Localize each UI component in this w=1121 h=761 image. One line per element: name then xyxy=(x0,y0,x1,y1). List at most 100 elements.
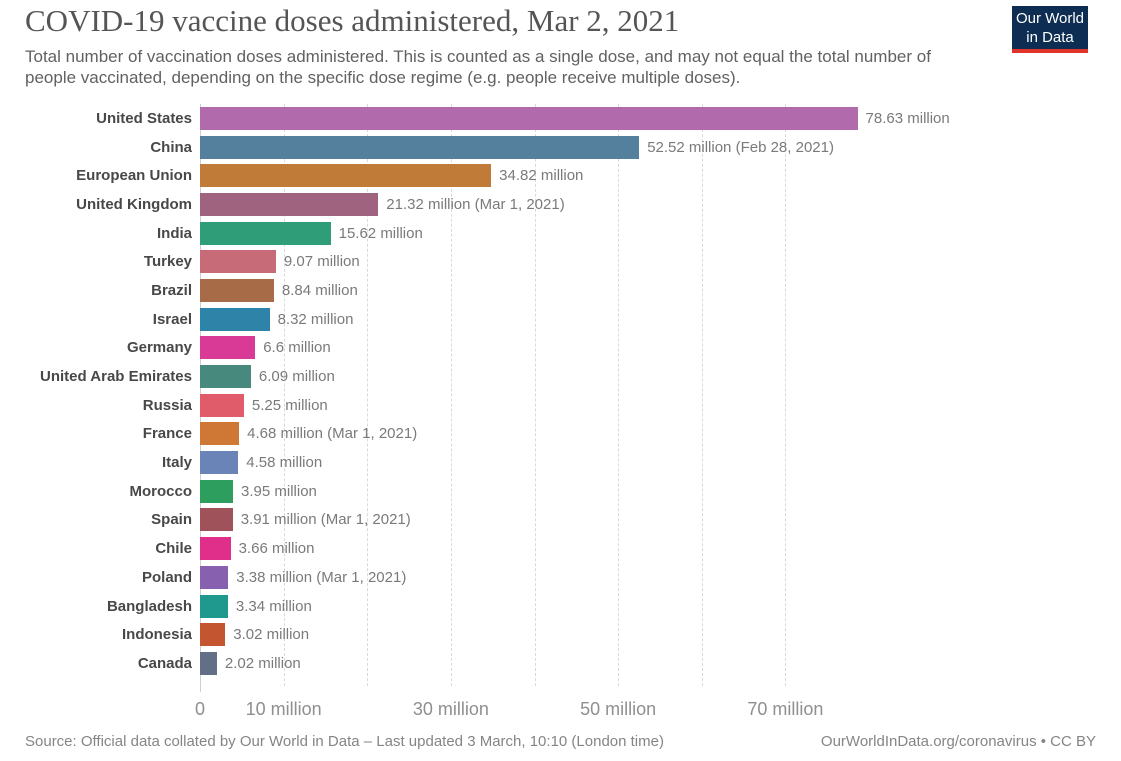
bar[interactable] xyxy=(200,250,276,274)
country-label: Canada xyxy=(137,654,192,672)
bar-track: 3.38 million (Mar 1, 2021) xyxy=(200,565,1121,589)
country-label: Russia xyxy=(142,396,192,414)
owid-logo[interactable]: Our World in Data xyxy=(1012,6,1088,53)
chart-rows: United States 78.63 million China 52.52 mil… xyxy=(0,104,1121,678)
value-label: 4.68 million (Mar 1, 2021) xyxy=(247,425,418,443)
value-label: 21.32 million (Mar 1, 2021) xyxy=(386,195,565,213)
chart-footer: Source: Official data collated by Our Wo… xyxy=(25,733,1096,750)
bar[interactable] xyxy=(200,594,228,618)
x-tick-label: 0 xyxy=(194,699,206,719)
bar-track: 6.6 million xyxy=(200,336,1121,360)
value-label: 3.34 million xyxy=(235,597,312,615)
bar[interactable] xyxy=(200,164,492,188)
bar-track: 9.07 million xyxy=(200,250,1121,274)
country-label: Poland xyxy=(141,568,192,586)
value-label: 3.95 million xyxy=(241,482,317,500)
x-tick-label: 30 million xyxy=(412,699,489,719)
chart-row: European Union 34.82 million xyxy=(0,161,1121,190)
source-note: Source: Official data collated by Our Wo… xyxy=(25,733,664,750)
bar-track: 78.63 million xyxy=(200,106,1121,130)
bar[interactable] xyxy=(200,623,226,647)
value-label: 3.02 million xyxy=(233,626,310,644)
bar[interactable] xyxy=(200,537,231,561)
chart-row: Turkey 9.07 million xyxy=(0,247,1121,276)
value-label: 52.52 million (Feb 28, 2021) xyxy=(647,138,834,156)
bar-track: 6.09 million xyxy=(200,365,1121,389)
bar[interactable] xyxy=(200,422,240,446)
bar-track: 8.84 million xyxy=(200,278,1121,302)
bar[interactable] xyxy=(200,508,233,532)
value-label: 8.84 million xyxy=(281,281,358,299)
x-tick-label: 70 million xyxy=(747,699,824,719)
bar-track: 3.91 million (Mar 1, 2021) xyxy=(200,508,1121,532)
gridline xyxy=(283,104,285,686)
value-label: 2.02 million xyxy=(224,654,301,672)
bar-track: 3.95 million xyxy=(200,479,1121,503)
bar-track: 52.52 million (Feb 28, 2021) xyxy=(200,135,1121,159)
chart-row: Poland 3.38 million (Mar 1, 2021) xyxy=(0,563,1121,592)
chart-row: Morocco 3.95 million xyxy=(0,477,1121,506)
country-label: Germany xyxy=(126,339,192,357)
country-label: Italy xyxy=(161,454,192,472)
value-label: 6.09 million xyxy=(258,368,335,386)
chart-row: Germany 6.6 million xyxy=(0,334,1121,363)
country-label: Israel xyxy=(152,310,192,328)
bar[interactable] xyxy=(200,565,229,589)
country-label: Chile xyxy=(155,540,192,558)
value-label: 3.66 million xyxy=(238,540,315,558)
bar[interactable] xyxy=(200,479,234,503)
chart-row: Italy 4.58 million xyxy=(0,448,1121,477)
chart-subtitle: Total number of vaccination doses admini… xyxy=(25,47,931,87)
country-label: European Union xyxy=(76,167,192,185)
bar[interactable] xyxy=(200,106,858,130)
chart-title: COVID-19 vaccine doses administered, Mar… xyxy=(25,3,680,38)
gridline xyxy=(701,104,703,686)
value-label: 6.6 million xyxy=(263,339,331,357)
value-label: 8.32 million xyxy=(277,310,354,328)
chart-row: Indonesia 3.02 million xyxy=(0,620,1121,649)
bar-track: 21.32 million (Mar 1, 2021) xyxy=(200,192,1121,216)
bar[interactable] xyxy=(200,651,217,675)
value-label: 9.07 million xyxy=(283,253,360,271)
chart-row: France 4.68 million (Mar 1, 2021) xyxy=(0,420,1121,449)
bar-track: 3.66 million xyxy=(200,537,1121,561)
gridline xyxy=(450,104,452,686)
value-label: 34.82 million xyxy=(499,167,584,185)
bar[interactable] xyxy=(200,336,256,360)
country-label: Spain xyxy=(151,511,192,529)
bar[interactable] xyxy=(200,365,251,389)
value-label: 4.58 million xyxy=(246,454,323,472)
bar-track: 34.82 million xyxy=(200,164,1121,188)
country-label: China xyxy=(150,138,192,156)
bar[interactable] xyxy=(200,135,640,159)
bar[interactable] xyxy=(200,192,379,216)
chart-row: Israel 8.32 million xyxy=(0,305,1121,334)
bar-track: 3.02 million xyxy=(200,623,1121,647)
bar-track: 2.02 million xyxy=(200,651,1121,675)
chart-row: India 15.62 million xyxy=(0,219,1121,248)
bar[interactable] xyxy=(200,393,244,417)
bar-track: 3.34 million xyxy=(200,594,1121,618)
country-label: Bangladesh xyxy=(106,597,192,615)
bar[interactable] xyxy=(200,221,331,245)
footer-link[interactable]: OurWorldInData.org/coronavirus • CC BY xyxy=(820,733,1096,750)
bar[interactable] xyxy=(200,278,274,302)
bar[interactable] xyxy=(200,451,239,475)
bar-chart: United States 78.63 million China 52.52 mil… xyxy=(0,104,1121,744)
country-label: France xyxy=(142,425,192,443)
chart-row: United Arab Emirates 6.09 million xyxy=(0,362,1121,391)
bar-track: 8.32 million xyxy=(200,307,1121,331)
bar-track: 4.58 million xyxy=(200,451,1121,475)
gridline xyxy=(534,104,536,686)
chart-row: Bangladesh 3.34 million xyxy=(0,592,1121,621)
x-axis: 0 10 million 30 million 50 million 70 millio… xyxy=(195,698,869,724)
bar-track: 5.25 million xyxy=(200,393,1121,417)
country-label: United Arab Emirates xyxy=(40,368,192,386)
country-label: Brazil xyxy=(151,281,192,299)
chart-row: China 52.52 million (Feb 28, 2021) xyxy=(0,133,1121,162)
x-tick-label: 50 million xyxy=(580,699,657,719)
bar-track: 4.68 million (Mar 1, 2021) xyxy=(200,422,1121,446)
chart-row: United States 78.63 million xyxy=(0,104,1121,133)
bar-track: 15.62 million xyxy=(200,221,1121,245)
bar[interactable] xyxy=(200,307,270,331)
